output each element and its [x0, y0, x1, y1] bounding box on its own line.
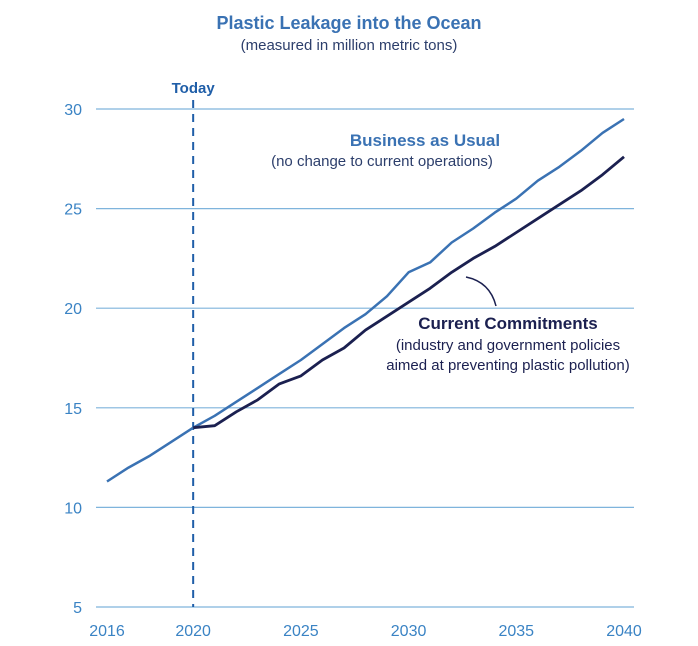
x-tick-label: 2035 [498, 623, 534, 640]
annotation-callout-arc [465, 276, 497, 307]
series-line-current-commitments [193, 155, 625, 430]
series-label-business-as-usual: Business as Usual [350, 131, 500, 150]
y-tick-label: 20 [64, 301, 82, 318]
chart-title: Plastic Leakage into the Ocean [216, 13, 481, 33]
series-label-current-commitments: Current Commitments [418, 314, 597, 333]
x-tick-label: 2030 [391, 623, 427, 640]
y-tick-label: 10 [64, 500, 82, 517]
chart-subtitle: (measured in million metric tons) [241, 37, 458, 54]
today-marker-label: Today [172, 80, 216, 97]
x-axis-ticks: 2016 2020 2025 2030 2035 2040 [89, 623, 642, 640]
x-tick-label: 2040 [606, 623, 642, 640]
grid-lines [96, 108, 634, 608]
series-desc-current-commitments-line1: (industry and government policies [396, 337, 620, 354]
y-axis-ticks: 5 10 15 20 25 30 [64, 102, 82, 617]
series-desc-current-commitments-line2: aimed at preventing plastic pollution) [386, 357, 629, 374]
y-tick-label: 5 [73, 600, 82, 617]
x-tick-label: 2025 [283, 623, 319, 640]
y-tick-label: 30 [64, 102, 82, 119]
y-tick-label: 15 [64, 401, 82, 418]
series-line-business-as-usual [106, 117, 625, 483]
x-tick-label: 2020 [175, 623, 211, 640]
x-tick-label: 2016 [89, 623, 125, 640]
series-desc-business-as-usual: (no change to current operations) [271, 153, 493, 170]
y-tick-label: 25 [64, 202, 82, 219]
